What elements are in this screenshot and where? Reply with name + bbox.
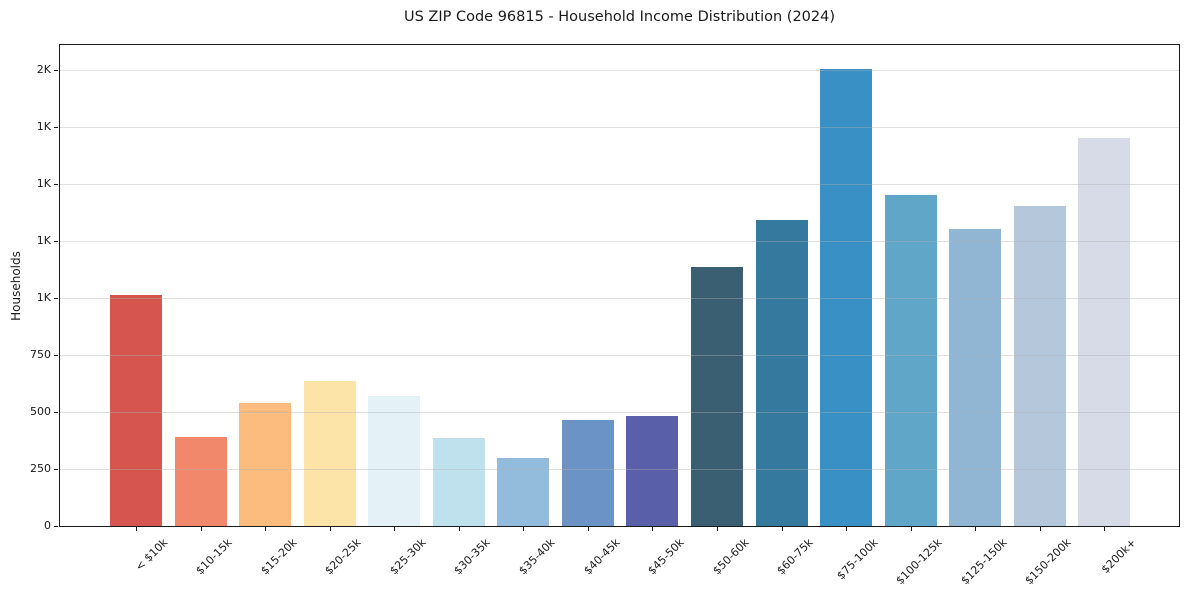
x-tick-label-text: $35-40k	[516, 536, 558, 578]
x-tick-label-text: $100-125k	[893, 536, 945, 588]
x-tick-label-text: $30-35k	[451, 536, 493, 578]
y-tick-mark	[54, 469, 58, 470]
bar	[1013, 206, 1066, 526]
x-tick-label-text: $20-25k	[322, 536, 364, 578]
x-tick-mark	[329, 527, 331, 531]
x-tick-mark	[136, 527, 137, 531]
bar	[690, 267, 743, 526]
x-tick-mark	[846, 527, 848, 531]
y-tick-label: 1K	[36, 120, 51, 134]
y-tick-mark	[54, 355, 58, 357]
bar	[497, 458, 550, 526]
x-tick-mark	[1104, 527, 1106, 531]
bar	[884, 194, 937, 526]
gridline	[60, 411, 1179, 413]
x-tick-mark	[652, 527, 654, 531]
gridline	[60, 183, 1179, 185]
y-axis-title: Households	[9, 251, 23, 321]
gridline	[60, 240, 1179, 242]
x-tick-label-text: $15-20k	[258, 536, 300, 578]
bar	[239, 402, 292, 526]
x-tick-mark	[781, 527, 783, 531]
y-tick-mark	[54, 412, 58, 414]
bar	[949, 228, 1002, 526]
y-tick-mark	[54, 70, 58, 72]
bar	[368, 395, 421, 526]
bar	[174, 437, 227, 526]
x-tick-mark	[458, 527, 460, 531]
y-tick-label: 1K	[36, 234, 51, 248]
chart-title: US ZIP Code 96815 - Household Income Dis…	[403, 9, 836, 25]
x-tick-label-text: $45-50k	[645, 536, 687, 578]
x-tick-label-text: $10-15k	[193, 536, 235, 578]
x-tick-mark	[265, 527, 267, 531]
x-tick-mark	[587, 527, 589, 531]
x-tick-mark	[716, 527, 718, 531]
x-tick-mark	[200, 527, 202, 531]
gridline	[60, 354, 1179, 356]
x-tick-mark	[975, 527, 977, 531]
y-tick-mark	[54, 241, 58, 243]
y-tick-mark	[54, 184, 58, 186]
gridline	[60, 126, 1179, 128]
x-tick-label-text: $150-200k	[1022, 536, 1074, 588]
bar	[110, 294, 162, 526]
bar	[1078, 137, 1131, 526]
x-tick-label-text: $50-60k	[709, 536, 752, 578]
x-tick-mark	[394, 527, 396, 531]
y-tick-label: 2K	[36, 63, 51, 77]
y-tick-label: 250	[30, 462, 51, 475]
y-tick-mark	[54, 127, 58, 129]
x-tick-label-text: < $10k	[132, 536, 171, 574]
bar	[561, 420, 614, 526]
y-tick-mark	[54, 298, 58, 300]
gridline	[60, 297, 1179, 299]
bar	[432, 438, 485, 526]
gridline	[60, 69, 1179, 71]
x-tick-label-text: $75-100k	[834, 536, 881, 583]
x-tick-label-text: $25-30k	[387, 536, 429, 578]
gridline	[60, 468, 1179, 470]
y-tick-mark	[54, 526, 58, 527]
y-tick-label: 1K	[36, 177, 51, 191]
bar	[755, 220, 808, 526]
x-tick-label-text: $125-150k	[958, 536, 1010, 588]
x-tick-label-text: $60-75k	[774, 536, 816, 578]
bar	[820, 69, 873, 526]
bar	[303, 381, 356, 526]
x-tick-label-text: $40-45k	[580, 536, 623, 578]
y-tick-label: 1K	[36, 291, 51, 305]
bar	[626, 416, 679, 526]
x-tick-label-text: $200k+	[1098, 536, 1139, 577]
x-tick-mark	[910, 527, 912, 531]
plot-area	[59, 44, 1180, 527]
x-tick-mark	[1039, 527, 1041, 531]
y-tick-label: 500	[30, 405, 51, 419]
x-tick-mark	[523, 527, 525, 531]
y-tick-label: 750	[30, 348, 51, 362]
y-tick-label: 0	[44, 519, 51, 532]
